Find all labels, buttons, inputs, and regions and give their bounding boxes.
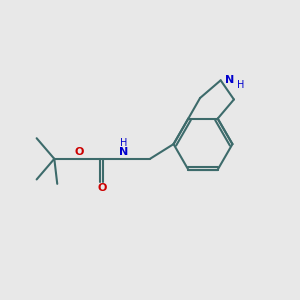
Text: O: O (97, 183, 106, 193)
Text: N: N (119, 147, 128, 158)
Text: H: H (237, 80, 244, 90)
Text: H: H (120, 138, 127, 148)
Text: O: O (75, 147, 84, 158)
Text: N: N (225, 75, 234, 85)
